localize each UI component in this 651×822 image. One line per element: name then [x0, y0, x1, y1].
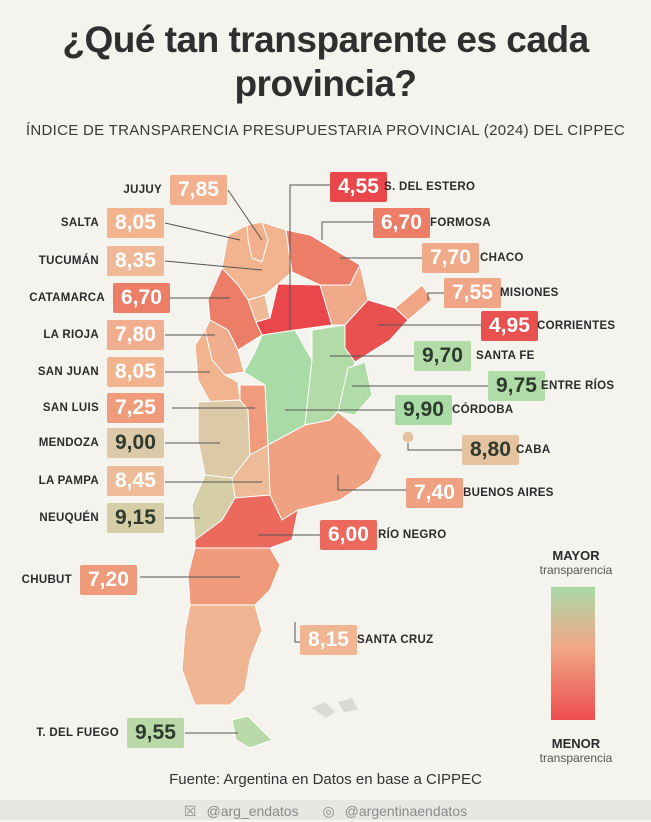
province-name-salta: SALTA	[60, 217, 99, 229]
legend-bottom-title: MENOR	[551, 736, 601, 751]
region-t-del-fuego	[231, 715, 273, 749]
province-name-jujuy: JUJUY	[123, 184, 162, 196]
value-box-la-pampa: 8,45	[107, 466, 164, 496]
title-line-2: provincia?	[234, 63, 417, 104]
legend-top-title: MAYOR	[552, 548, 600, 563]
leader-line-tucuman	[164, 260, 263, 271]
value-box-santa-cruz: 8,15	[300, 625, 357, 655]
leader-line-misiones	[427, 292, 444, 300]
province-name-chubut: CHUBUT	[21, 574, 72, 586]
footer-bar: ☒ @arg_endatos ◎ @argentinaendatos	[0, 800, 651, 820]
leader-line-formosa	[321, 221, 373, 240]
footer-handle-instagram[interactable]: @argentinaendatos	[344, 803, 468, 819]
value-box-cordoba: 9,90	[395, 395, 452, 425]
footer-handle-x[interactable]: @arg_endatos	[206, 803, 299, 819]
value-box-mendoza: 9,00	[107, 428, 164, 458]
value-box-t-del-fuego: 9,55	[127, 718, 184, 748]
leader-line-salta	[164, 222, 241, 241]
province-name-caba: CABA	[516, 444, 551, 456]
province-name-la-rioja: LA RIOJA	[43, 329, 99, 341]
province-name-santa-cruz: SANTA CRUZ	[357, 634, 434, 646]
province-name-t-del-fuego: T. DEL FUEGO	[36, 727, 119, 739]
region-s-del-estero	[255, 283, 333, 336]
province-name-formosa: FORMOSA	[430, 217, 491, 229]
leader-line-jujuy	[227, 189, 263, 241]
legend-top-sub: transparencia	[539, 563, 613, 577]
value-box-entre-rios: 9,75	[488, 371, 545, 401]
legend-bottom: MENOR transparencia	[536, 736, 616, 765]
province-name-santa-fe: SANTA FE	[476, 350, 535, 362]
value-box-misiones: 7,55	[444, 278, 501, 308]
islands-icon	[312, 698, 358, 718]
page-title: ¿Qué tan transparente es cada provincia?	[0, 18, 651, 106]
map-regions	[181, 221, 433, 749]
province-name-rio-negro: RÍO NEGRO	[378, 529, 447, 541]
value-box-rio-negro: 6,00	[320, 520, 377, 550]
province-name-s-del-estero: S. DEL ESTERO	[384, 181, 476, 193]
leader-line-buenos-aires	[337, 475, 406, 491]
leader-lines	[140, 184, 488, 734]
leader-line-caba	[407, 443, 462, 451]
value-box-catamarca: 6,70	[113, 283, 170, 313]
value-box-tucuman: 8,35	[107, 246, 164, 276]
legend-bottom-sub: transparencia	[539, 751, 613, 765]
value-box-la-rioja: 7,80	[107, 320, 164, 350]
region-san-juan	[194, 328, 241, 403]
leader-line-s-del-estero	[289, 184, 330, 330]
legend-top: MAYOR transparencia	[536, 548, 616, 577]
province-name-san-juan: SAN JUAN	[37, 366, 99, 378]
value-box-s-del-estero: 4,55	[330, 172, 387, 202]
value-box-santa-fe: 9,70	[414, 341, 471, 371]
value-box-chaco: 7,70	[422, 243, 479, 273]
value-box-san-juan: 8,05	[107, 357, 164, 387]
value-box-caba: 8,80	[462, 435, 519, 465]
value-box-salta: 8,05	[107, 208, 164, 238]
subtitle: ÍNDICE DE TRANSPARENCIA PRESUPUESTARIA P…	[25, 122, 626, 139]
value-box-corrientes: 4,95	[481, 311, 538, 341]
region-caba	[401, 430, 415, 444]
value-box-chubut: 7,20	[80, 565, 137, 595]
province-name-catamarca: CATAMARCA	[29, 292, 105, 304]
instagram-icon: ◎	[322, 803, 335, 819]
province-name-entre-rios: ENTRE RÍOS	[541, 380, 615, 392]
province-name-la-pampa: LA PAMPA	[38, 475, 99, 487]
leader-line-santa-cruz	[294, 622, 300, 643]
province-name-corrientes: CORRIENTES	[537, 320, 616, 332]
source-note: Fuente: Argentina en Datos en base a CIP…	[169, 771, 482, 788]
region-santa-cruz	[181, 604, 263, 706]
province-name-tucuman: TUCUMÁN	[38, 255, 99, 267]
value-box-buenos-aires: 7,40	[406, 478, 463, 508]
region-entre-rios	[337, 361, 373, 416]
province-name-mendoza: MENDOZA	[38, 437, 99, 449]
province-name-cordoba: CÓRDOBA	[452, 404, 514, 416]
value-box-jujuy: 7,85	[170, 175, 227, 205]
province-name-chaco: CHACO	[480, 252, 524, 264]
province-name-misiones: MISIONES	[500, 287, 559, 299]
legend-gradient-bar	[551, 587, 595, 720]
value-box-formosa: 6,70	[373, 208, 430, 238]
value-box-san-luis: 7,25	[107, 393, 164, 423]
x-logo-icon: ☒	[183, 803, 197, 819]
province-name-neuquen: NEUQUÉN	[39, 512, 99, 524]
province-name-buenos-aires: BUENOS AIRES	[463, 487, 554, 499]
title-line-1: ¿Qué tan transparente es cada	[62, 19, 589, 60]
value-box-neuquen: 9,15	[107, 503, 164, 533]
province-name-san-luis: SAN LUIS	[42, 402, 99, 414]
